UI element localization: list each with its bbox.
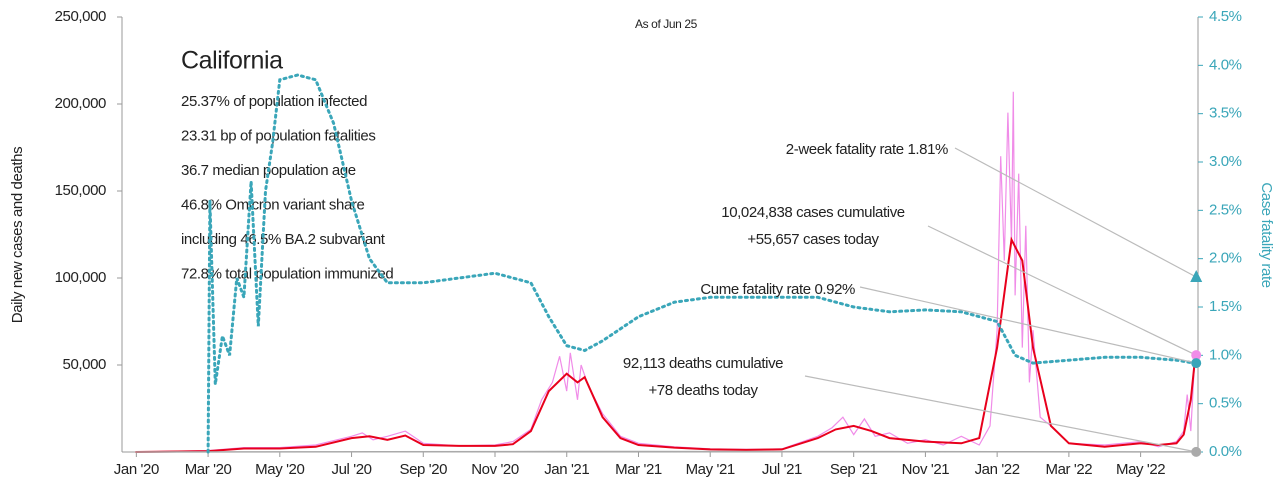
- y2-tick-label: 3.5%: [1209, 105, 1242, 122]
- y2-tick-label: 0.0%: [1209, 443, 1242, 460]
- endpoint-marker: [1190, 270, 1203, 283]
- y2-tick-label: 1.0%: [1209, 346, 1242, 363]
- endpoint-marker: [1191, 446, 1202, 457]
- x-tick-label: Jul '21: [762, 461, 802, 478]
- x-tick-label: Mar '22: [1046, 461, 1093, 478]
- stat-line: 46.8% Omicron variant share: [181, 196, 365, 213]
- x-tick-label: Nov '20: [471, 461, 519, 478]
- y-tick-label: 150,000: [55, 182, 106, 199]
- series-line: [206, 73, 1196, 454]
- chart-title: California: [181, 47, 283, 75]
- x-tick-label: Nov '21: [902, 461, 950, 478]
- x-tick-label: May '20: [255, 461, 304, 478]
- series-line: [135, 450, 1196, 453]
- y2-tick-label: 2.0%: [1209, 250, 1242, 267]
- annotation: +55,657 cases today: [747, 231, 879, 248]
- leader-line: [954, 147, 1197, 278]
- y-tick-label: 50,000: [63, 356, 107, 373]
- y2-axis-label: Case fatality rate: [1258, 182, 1275, 287]
- y-tick-label: 100,000: [55, 269, 106, 286]
- stat-line: 72.8% total population immunized: [181, 265, 393, 282]
- annotation: +78 deaths today: [648, 382, 758, 399]
- y2-tick-label: 0.5%: [1209, 395, 1242, 412]
- x-tick-label: May '22: [1116, 461, 1165, 478]
- x-tick-label: Sep '20: [399, 461, 447, 478]
- leader-line: [859, 286, 1197, 364]
- y2-tick-label: 3.0%: [1209, 153, 1242, 170]
- y2-tick-label: 1.5%: [1209, 298, 1242, 315]
- series-line: [135, 236, 1196, 453]
- y2-tick-label: 4.0%: [1209, 56, 1242, 73]
- stat-line: 23.31 bp of population fatalities: [181, 127, 375, 144]
- stat-line: 25.37% of population infected: [181, 93, 367, 110]
- x-tick-label: Jan '21: [544, 461, 589, 478]
- y-tick-label: 200,000: [55, 95, 106, 112]
- leader-line: [804, 375, 1197, 453]
- x-tick-label: Jul '20: [331, 461, 371, 478]
- x-tick-label: Jan '22: [975, 461, 1020, 478]
- x-tick-label: Jan '20: [114, 461, 159, 478]
- stat-line: including 46.5% BA.2 subvariant: [181, 231, 386, 248]
- x-tick-label: Mar '20: [185, 461, 232, 478]
- annotation: 10,024,838 cases cumulative: [721, 204, 905, 221]
- y2-tick-label: 4.5%: [1209, 8, 1242, 25]
- endpoint-marker: [1191, 350, 1202, 361]
- x-tick-label: May '21: [686, 461, 735, 478]
- subtitle: As of Jun 25: [635, 17, 698, 31]
- x-tick-label: Mar '21: [615, 461, 662, 478]
- y-axis-label: Daily new cases and deaths: [9, 147, 26, 323]
- annotation: 92,113 deaths cumulative: [623, 355, 783, 372]
- y-tick-label: 250,000: [55, 8, 106, 25]
- y2-tick-label: 2.5%: [1209, 201, 1242, 218]
- annotation: Cume fatality rate 0.92%: [700, 281, 855, 298]
- leader-line: [927, 225, 1197, 356]
- annotation: 2-week fatality rate 1.81%: [786, 141, 948, 158]
- x-tick-label: Sep '21: [830, 461, 878, 478]
- endpoint-marker: [1191, 358, 1202, 369]
